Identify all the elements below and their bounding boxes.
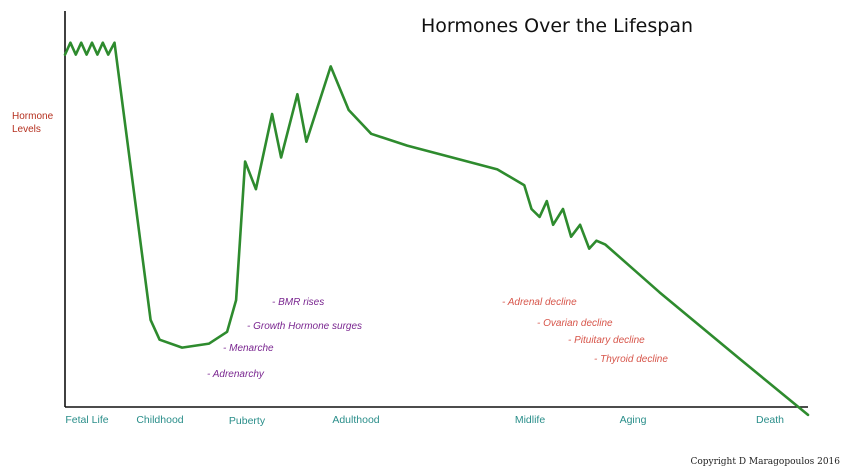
y-axis-label-line-1: Hormone	[12, 111, 54, 122]
stage-label-aging: Aging	[620, 414, 647, 426]
stage-label-adulthood: Adulthood	[332, 414, 379, 426]
chart-title: Hormones Over the Lifespan	[421, 15, 693, 37]
stage-label-fetal-life: Fetal Life	[65, 414, 108, 426]
stage-label-death: Death	[756, 414, 784, 426]
annotation-bmr-rises: - BMR rises	[272, 297, 324, 308]
series-line	[63, 41, 810, 417]
x-axis-stage-labels: Fetal Life Childhood Puberty Adulthood M…	[65, 414, 784, 427]
y-axis-label-line-2: Levels	[12, 124, 41, 135]
copyright-text: Copyright D Maragopoulos 2016	[690, 457, 840, 467]
y-axis-label: Hormone Levels	[12, 111, 56, 135]
stage-label-puberty: Puberty	[229, 415, 266, 427]
annotation-ovarian-decline: - Ovarian decline	[537, 318, 613, 329]
annotation-adrenal-decline: - Adrenal decline	[502, 297, 577, 308]
annotation-pituitary-decline: - Pituitary decline	[568, 335, 645, 346]
annotation-thyroid-decline: - Thyroid decline	[594, 354, 668, 365]
annotation-menarche: - Menarche	[223, 343, 274, 354]
stage-label-midlife: Midlife	[515, 414, 546, 426]
annotation-adrenarchy: - Adrenarchy	[207, 369, 265, 380]
stage-label-childhood: Childhood	[136, 414, 183, 426]
puberty-annotations: - BMR rises - Growth Hormone surges - Me…	[207, 297, 362, 380]
annotation-growth-hormone: - Growth Hormone surges	[247, 321, 362, 332]
midlife-annotations: - Adrenal decline - Ovarian decline - Pi…	[502, 297, 668, 365]
